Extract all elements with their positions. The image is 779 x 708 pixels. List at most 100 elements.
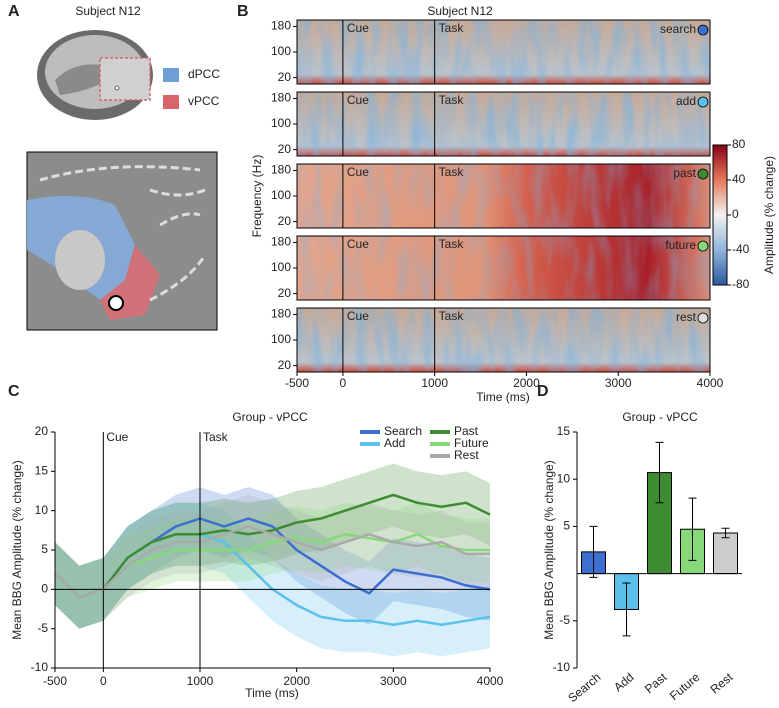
event-label: Cue bbox=[347, 237, 369, 251]
legend-label: Rest bbox=[454, 448, 479, 462]
error-band bbox=[55, 487, 490, 629]
x-tick-label: 2000 bbox=[513, 376, 540, 390]
y-axis-label: Frequency (Hz) bbox=[250, 155, 264, 238]
y-tick-label: 15 bbox=[557, 424, 571, 438]
legend-label: Search bbox=[384, 424, 422, 438]
x-tick-label: 2000 bbox=[283, 674, 310, 688]
y-tick-label: 20 bbox=[278, 70, 292, 84]
y-tick-label: 15 bbox=[35, 464, 49, 478]
x-tick-label: 0 bbox=[340, 376, 347, 390]
x-tick-label: 4000 bbox=[697, 376, 724, 390]
event-label: Cue bbox=[347, 165, 369, 179]
error-bar bbox=[622, 582, 631, 637]
event-label: Cue bbox=[106, 430, 128, 444]
y-tick-label: 20 bbox=[278, 142, 292, 156]
panel-label: D bbox=[537, 383, 549, 400]
event-label: Task bbox=[439, 21, 465, 35]
colorbar-tick-label: -80 bbox=[732, 277, 750, 291]
x-tick-label: -500 bbox=[43, 674, 67, 688]
y-tick-label: 5 bbox=[563, 519, 570, 533]
panel-label: B bbox=[237, 3, 249, 20]
y-tick-label: 180 bbox=[271, 307, 291, 321]
error-band bbox=[55, 494, 490, 629]
x-tick-label: Future bbox=[667, 670, 703, 703]
chart-title: Subject N12 bbox=[427, 4, 493, 18]
x-axis-label: Time (ms) bbox=[476, 390, 530, 404]
y-tick-label: 100 bbox=[271, 188, 291, 202]
row-marker bbox=[697, 240, 709, 252]
spectrogram-texture bbox=[297, 92, 710, 156]
legend-label: Future bbox=[454, 436, 489, 450]
x-tick-label: Search bbox=[565, 670, 603, 705]
event-label: Cue bbox=[347, 21, 369, 35]
y-tick-label: 20 bbox=[278, 358, 292, 372]
x-tick-label: Add bbox=[611, 670, 636, 694]
chart-title: Group - vPCC bbox=[232, 410, 308, 424]
error-bar bbox=[721, 527, 730, 539]
error-bar bbox=[688, 497, 697, 561]
chart-title: Group - vPCC bbox=[622, 410, 698, 424]
x-tick-label: 1000 bbox=[421, 376, 448, 390]
colorbar-tick-label: 0 bbox=[732, 207, 739, 221]
y-tick-label: 5 bbox=[41, 542, 48, 556]
colorbar-tick-label: -40 bbox=[732, 242, 750, 256]
spectrogram-texture bbox=[297, 308, 710, 372]
y-tick-label: 180 bbox=[271, 19, 291, 33]
event-label: Cue bbox=[347, 309, 369, 323]
x-tick-label: 3000 bbox=[380, 674, 407, 688]
colorbar bbox=[712, 144, 728, 286]
error-band bbox=[55, 502, 490, 657]
y-tick-label: -10 bbox=[31, 660, 49, 674]
y-tick-label: 10 bbox=[35, 503, 49, 517]
legend-swatch bbox=[163, 95, 179, 109]
colorbar-tick-label: 40 bbox=[732, 172, 746, 186]
y-tick-label: 20 bbox=[278, 286, 292, 300]
x-axis-label: Time (ms) bbox=[245, 686, 299, 700]
y-tick-label: 10 bbox=[557, 471, 571, 485]
y-tick-label: 20 bbox=[278, 214, 292, 228]
x-tick-label: 4000 bbox=[477, 674, 504, 688]
x-tick-label: -500 bbox=[285, 376, 309, 390]
panel-label: A bbox=[8, 3, 20, 20]
line bbox=[54, 493, 491, 599]
y-tick-label: 0 bbox=[41, 582, 48, 596]
row-label: past bbox=[673, 166, 696, 180]
spectrogram-texture bbox=[297, 20, 710, 84]
legend-label: Past bbox=[454, 424, 479, 438]
line bbox=[54, 525, 490, 599]
x-tick-label: 3000 bbox=[605, 376, 632, 390]
brain-zoom bbox=[26, 151, 218, 331]
y-tick-label: -5 bbox=[37, 621, 48, 635]
legend-label: vPCC bbox=[188, 94, 220, 108]
y-tick-label: 100 bbox=[271, 44, 291, 58]
colorbar-label: Amplitude (% change) bbox=[762, 156, 776, 274]
legend-label: Add bbox=[384, 436, 405, 450]
x-tick-label: Rest bbox=[708, 670, 736, 697]
y-tick-label: 20 bbox=[35, 424, 49, 438]
y-axis-label: Mean BBG Amplitude (% change) bbox=[542, 460, 556, 639]
event-label: Task bbox=[203, 430, 229, 444]
y-tick-label: 180 bbox=[271, 91, 291, 105]
event-label: Cue bbox=[347, 93, 369, 107]
colorbar-tick-label: 80 bbox=[732, 137, 746, 151]
row-label: future bbox=[665, 238, 696, 252]
bar bbox=[713, 532, 738, 575]
legend-label: dPCC bbox=[188, 67, 220, 81]
y-tick-label: 100 bbox=[271, 332, 291, 346]
panel-label: C bbox=[8, 383, 20, 400]
row-marker bbox=[697, 24, 709, 36]
x-tick-label: 0 bbox=[100, 674, 107, 688]
event-label: Task bbox=[439, 309, 465, 323]
row-label: add bbox=[676, 94, 696, 108]
y-tick-label: 100 bbox=[271, 116, 291, 130]
error-band bbox=[55, 463, 490, 629]
panel-title: Subject N12 bbox=[75, 4, 141, 18]
brain-sagittal bbox=[37, 30, 153, 120]
row-marker bbox=[697, 312, 709, 324]
event-label: Task bbox=[439, 165, 465, 179]
legend-swatch bbox=[163, 68, 179, 82]
spectrogram-texture bbox=[297, 164, 710, 228]
event-label: Task bbox=[439, 93, 465, 107]
y-axis-label: Mean BBG Amplitude (% change) bbox=[10, 460, 24, 639]
